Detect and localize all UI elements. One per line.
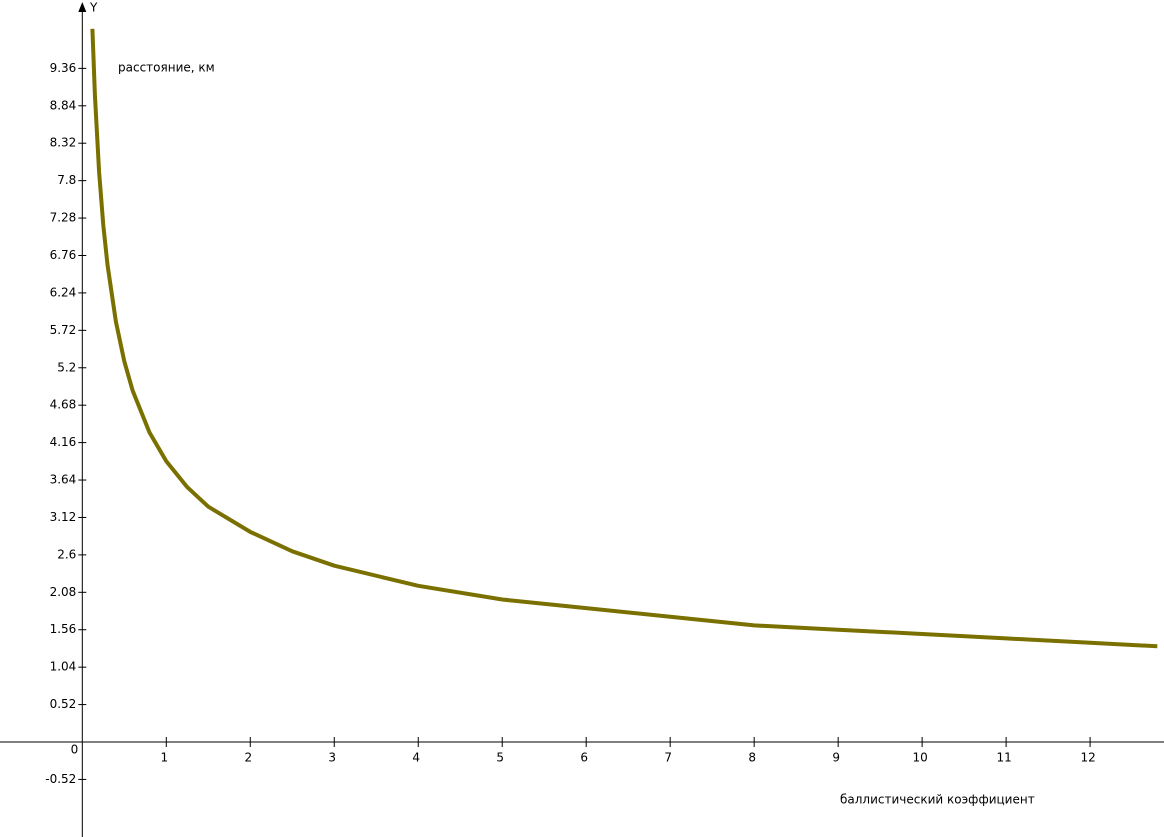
x-tick-label: 0 bbox=[71, 743, 79, 757]
y-tick-label: 6.76 bbox=[50, 248, 77, 262]
y-tick-label: 4.16 bbox=[50, 435, 77, 449]
y-axis-name: Y bbox=[89, 1, 98, 15]
y-tick-label: 6.24 bbox=[50, 285, 77, 299]
x-tick-label: 4 bbox=[412, 751, 420, 765]
y-tick-label: 8.32 bbox=[50, 136, 77, 150]
y-axis-arrow bbox=[78, 2, 87, 12]
x-tick-label: 7 bbox=[664, 751, 672, 765]
curve bbox=[90, 28, 1158, 649]
y-tick-label: 9.36 bbox=[50, 61, 77, 75]
x-tick-label: 12 bbox=[1080, 751, 1095, 765]
y-tick-label: 5.72 bbox=[50, 323, 77, 337]
y-tick-label: 2.6 bbox=[57, 547, 76, 561]
y-tick-label: 4.68 bbox=[50, 398, 77, 412]
x-tick-label: 5 bbox=[496, 751, 504, 765]
y-tick-label: -0.52 bbox=[45, 772, 76, 786]
y-tick-label: 7.28 bbox=[50, 211, 77, 225]
y-tick-label: 2.08 bbox=[50, 585, 77, 599]
x-tick-label: 2 bbox=[244, 751, 252, 765]
y-tick-label: 3.12 bbox=[50, 510, 77, 524]
x-tick-label: 11 bbox=[996, 751, 1011, 765]
x-tick-label: 6 bbox=[580, 751, 588, 765]
y-tick-label: 1.04 bbox=[50, 660, 77, 674]
y-tick-label: 7.8 bbox=[57, 173, 76, 187]
x-tick-label: 8 bbox=[748, 751, 756, 765]
y-tick-label: 0.52 bbox=[50, 697, 77, 711]
y-tick-label: 1.56 bbox=[50, 622, 77, 636]
y-axis-label: расстояние, км bbox=[118, 61, 215, 75]
x-tick-label: 10 bbox=[912, 751, 927, 765]
y-tick-label: 3.64 bbox=[50, 473, 77, 487]
x-tick-label: 3 bbox=[328, 751, 336, 765]
y-tick-label: 5.2 bbox=[57, 360, 76, 374]
x-tick-label: 9 bbox=[832, 751, 840, 765]
x-tick-label: 1 bbox=[160, 751, 168, 765]
y-tick-label: 8.84 bbox=[50, 98, 77, 112]
x-axis-label: баллистический коэффициент bbox=[840, 793, 1035, 807]
